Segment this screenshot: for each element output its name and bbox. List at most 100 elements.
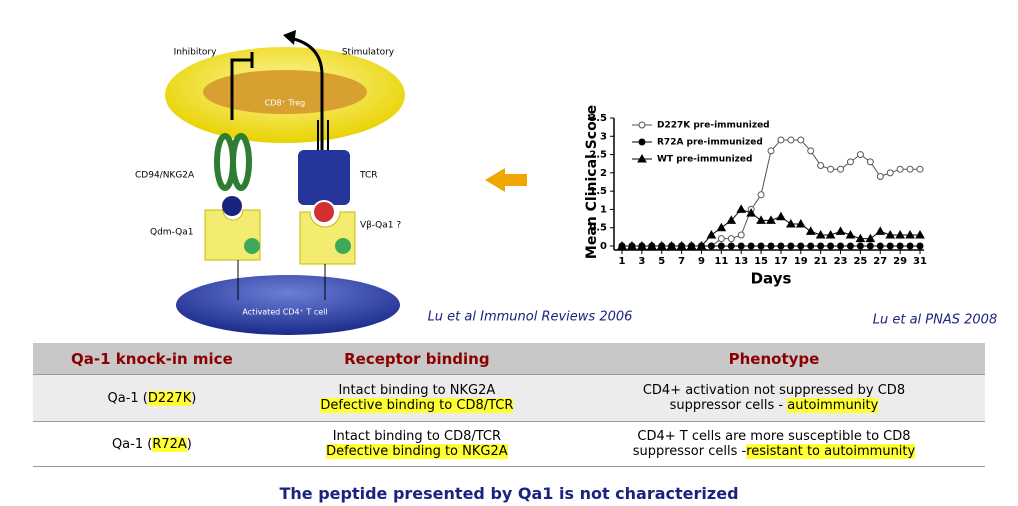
x-tick-label: 7: [678, 256, 685, 267]
marker: [886, 242, 894, 250]
x-tick-label: 27: [873, 256, 887, 267]
cell-line: Defective binding to CD8/TCR: [275, 398, 559, 413]
marker: [856, 151, 864, 159]
cell-line: suppressor cells -resistant to autoimmun…: [567, 444, 981, 459]
marker: [866, 242, 874, 250]
marker: [846, 242, 854, 250]
cell-line: Intact binding to NKG2A: [275, 383, 559, 398]
x-tick-label: 9: [698, 256, 705, 267]
legend-marker: [637, 153, 647, 163]
marker: [747, 242, 755, 250]
row: Qa-1 (R72A) Intact binding to CD8/TCR Defe…: [33, 421, 985, 467]
cell-line: Defective binding to NKG2A: [275, 444, 559, 459]
marker: [845, 230, 856, 239]
y-tick-label: 0.5: [589, 223, 607, 234]
header-cell: Qa-1 knock-in mice: [33, 343, 271, 375]
marker: [737, 242, 745, 250]
cd4-cell: [176, 275, 400, 335]
marker: [757, 242, 765, 250]
qdm-peptide: [222, 196, 242, 216]
text: Qa-1 (: [107, 390, 148, 406]
marker: [817, 162, 825, 170]
marker: [827, 165, 835, 173]
diagram: Inhibitory Stimulatory CD8⁺ Treg CD94/NK…: [135, 30, 405, 335]
y-tick-label: 2.5: [589, 150, 607, 161]
highlight: R72A: [152, 436, 187, 452]
y-tick-label: 1.5: [589, 186, 607, 197]
marker: [896, 165, 904, 173]
x-tick-label: 15: [754, 256, 768, 267]
label: TCR: [359, 171, 378, 181]
marker: [746, 208, 756, 217]
marker: [756, 215, 766, 224]
marker: [777, 136, 785, 144]
marker: [787, 136, 795, 144]
marker: [815, 230, 826, 239]
label: CD94/NKG2A: [135, 171, 195, 181]
stim-line: [289, 36, 324, 150]
marker: [637, 240, 647, 250]
x-tick-label: 1: [619, 256, 626, 267]
cell: Qa-1 (R72A): [33, 421, 271, 467]
label: Inhibitory: [174, 48, 218, 58]
inhibit-line: [230, 58, 252, 120]
marker: [696, 240, 707, 250]
chart: 00.511.522.533.51 3 5 7 9 11 13 15 17 19 21 23 25 27 2…: [584, 105, 927, 288]
text: suppressor cells -: [632, 444, 747, 459]
b2m: [335, 238, 351, 254]
label: Stimulatory: [342, 48, 395, 58]
y-tick-label: 3: [600, 131, 607, 142]
marker: [837, 242, 845, 250]
marker: [837, 165, 845, 173]
x-tick-label: 25: [853, 256, 867, 267]
tcr: [298, 150, 350, 205]
marker: [885, 230, 896, 239]
x-tick-label: 21: [814, 256, 828, 267]
marker: [915, 230, 925, 239]
marker: [896, 242, 904, 250]
x-tick-label: 23: [834, 256, 848, 267]
cell-line: suppressor cells - autoimmunity: [567, 398, 981, 413]
header-cell: Receptor binding: [270, 343, 563, 375]
x-tick-label: 29: [893, 256, 907, 267]
header-cell: Phenotype: [562, 343, 985, 375]
highlight: resistant to autoimmunity: [746, 444, 916, 459]
legend-label: WT pre-immunized: [657, 155, 752, 165]
marker: [727, 242, 735, 250]
marker: [767, 147, 775, 155]
marker: [916, 165, 924, 173]
arrow: [485, 168, 527, 192]
highlight: Defective binding to CD8/TCR: [320, 398, 514, 413]
marker: [717, 242, 725, 250]
marker: [707, 242, 715, 250]
marker: [706, 230, 717, 239]
marker: [916, 242, 924, 250]
table: Qa-1 knock-in mice Receptor binding Phenot…: [33, 343, 985, 467]
x-tick-label: 17: [774, 256, 788, 267]
marker: [797, 242, 805, 250]
x-tick-label: 13: [734, 256, 748, 267]
marker: [856, 242, 864, 250]
cell: Intact binding to NKG2A Defective binding…: [270, 374, 563, 422]
legend-marker: [638, 138, 646, 146]
marker: [757, 191, 765, 199]
x-tick-label: 19: [794, 256, 808, 267]
marker: [737, 231, 745, 239]
y-tick-label: 0: [600, 241, 607, 252]
cell: CD4+ activation not suppressed by CD8 sup…: [562, 374, 985, 422]
marker: [627, 240, 637, 250]
cell-line: Qa-1 (R72A): [37, 436, 267, 452]
marker: [906, 242, 914, 250]
label: Vβ-Qa1 ?: [360, 221, 401, 231]
marker: [776, 211, 786, 221]
label: Qdm-Qa1: [150, 228, 193, 238]
text: suppressor cells -: [669, 398, 788, 413]
marker: [817, 242, 825, 250]
label: CD8⁺ Treg: [265, 99, 305, 108]
marker: [865, 233, 876, 243]
legend-label: R72A pre-immunized: [657, 138, 763, 148]
legend-marker: [638, 121, 646, 129]
marker: [875, 226, 886, 235]
highlight: autoimmunity: [787, 398, 879, 413]
marker: [716, 222, 727, 232]
